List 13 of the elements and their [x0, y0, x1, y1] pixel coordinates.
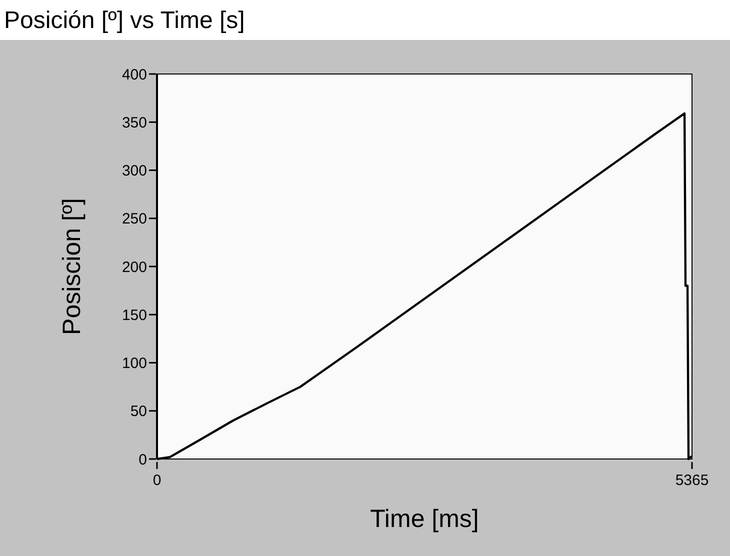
y-tick-label: 300 [122, 162, 147, 180]
y-tick-label: 250 [122, 210, 147, 228]
x-axis-title: Time [ms] [370, 505, 479, 533]
y-tick-label: 50 [130, 403, 147, 420]
y-tick-label: 200 [122, 258, 147, 276]
y-tick-label: 150 [122, 306, 147, 324]
y-tick-label: 0 [138, 451, 147, 468]
chart-title: Posición [º] vs Time [s] [4, 7, 245, 34]
y-axis-title: Posiscion [º] [58, 198, 86, 335]
x-tick-label: 5365 [675, 472, 709, 489]
y-tick-label: 400 [122, 66, 147, 84]
y-tick-label: 350 [122, 114, 147, 132]
y-tick-label: 100 [122, 355, 147, 372]
